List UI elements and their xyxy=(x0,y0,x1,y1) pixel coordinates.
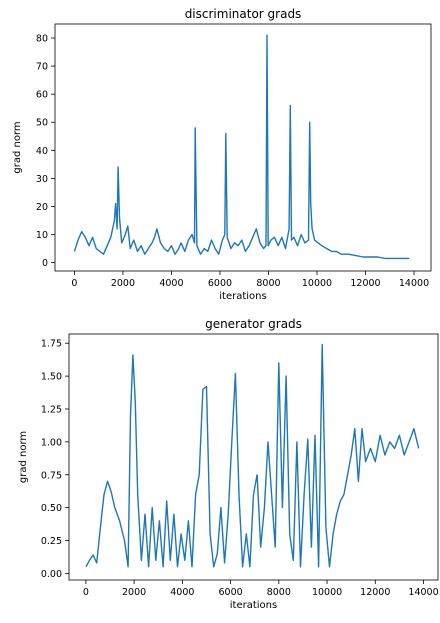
x-tick-label: 4000 xyxy=(170,587,194,598)
y-axis-label: grad norm xyxy=(12,121,23,173)
y-tick-label: 1.00 xyxy=(41,437,62,448)
y-tick-label: 10 xyxy=(36,230,48,241)
y-tick-label: 80 xyxy=(36,34,48,45)
series-line-0 xyxy=(73,34,410,260)
y-axis-label: grad norm xyxy=(18,431,29,483)
x-tick-label: 14000 xyxy=(399,278,429,289)
x-tick-label: 12000 xyxy=(360,587,390,598)
y-tick-label: 30 xyxy=(36,174,48,185)
x-tick-label: 2000 xyxy=(111,278,135,289)
y-tick-label: 50 xyxy=(36,118,48,129)
chart-0: 0 2000 4000 6000 8000 10000 12000 14000 0 10 20 30 4… xyxy=(12,7,432,302)
chart-title: discriminator grads xyxy=(185,7,302,21)
x-tick-label: 0 xyxy=(71,278,77,289)
x-tick-label: 2000 xyxy=(122,587,146,598)
y-tick-label: 70 xyxy=(36,62,48,73)
y-tick-label: 0.00 xyxy=(41,569,62,580)
y-tick-label: 1.50 xyxy=(41,372,62,383)
plot-frame xyxy=(68,333,439,581)
chart-1: 0 2000 4000 6000 8000 10000 12000 14000 0.00 0.25… xyxy=(18,317,439,611)
y-tick-label: 0.50 xyxy=(41,503,62,514)
y-tick-label: 40 xyxy=(36,146,48,157)
y-tick-label: 0 xyxy=(42,258,48,269)
y-tick-label: 0.25 xyxy=(41,536,62,547)
y-tick-label: 60 xyxy=(36,90,48,101)
y-tick-label: 1.25 xyxy=(41,404,62,415)
x-tick-label: 12000 xyxy=(350,278,380,289)
x-tick-label: 0 xyxy=(83,587,89,598)
chart-title: generator grads xyxy=(205,317,302,331)
x-tick-label: 8000 xyxy=(256,278,280,289)
x-axis-label: iterations xyxy=(230,600,277,611)
x-tick-label: 10000 xyxy=(312,587,342,598)
x-tick-label: 14000 xyxy=(408,587,438,598)
x-tick-label: 6000 xyxy=(208,278,232,289)
x-axis-label: iterations xyxy=(219,291,266,302)
y-tick-label: 20 xyxy=(36,202,48,213)
y-tick-label: 1.75 xyxy=(41,339,62,350)
y-tick-label: 0.75 xyxy=(41,470,62,481)
plot-frame xyxy=(54,23,432,272)
x-tick-label: 8000 xyxy=(267,587,291,598)
x-tick-label: 10000 xyxy=(302,278,332,289)
x-tick-label: 6000 xyxy=(218,587,242,598)
series-line-0 xyxy=(85,343,420,568)
x-tick-label: 4000 xyxy=(159,278,183,289)
